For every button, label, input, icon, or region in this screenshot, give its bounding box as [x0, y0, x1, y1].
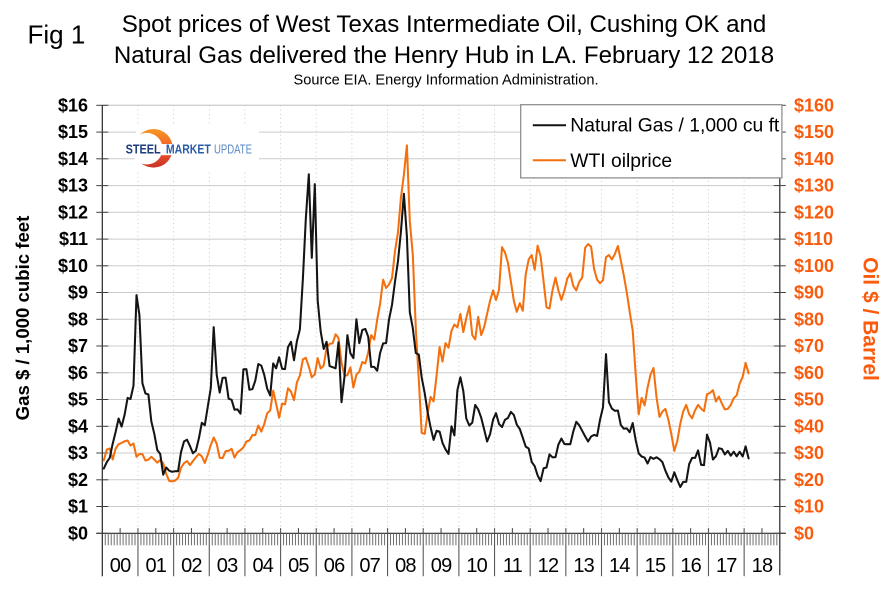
svg-text:$50: $50 [794, 390, 824, 410]
svg-text:$160: $160 [794, 95, 834, 115]
svg-text:15: 15 [645, 555, 666, 577]
svg-text:$8: $8 [68, 309, 88, 329]
svg-text:$130: $130 [794, 176, 834, 196]
svg-text:$30: $30 [794, 443, 824, 463]
svg-text:$150: $150 [794, 122, 834, 142]
svg-text:$13: $13 [58, 176, 88, 196]
svg-text:$140: $140 [794, 149, 834, 169]
svg-text:11: 11 [503, 555, 523, 577]
svg-text:00: 00 [110, 555, 131, 577]
svg-text:$9: $9 [68, 283, 88, 303]
svg-text:STEEL: STEEL [126, 141, 161, 156]
svg-text:$100: $100 [794, 256, 834, 276]
svg-text:$4: $4 [68, 416, 88, 436]
svg-text:01: 01 [145, 555, 166, 577]
svg-text:$15: $15 [58, 122, 88, 142]
svg-text:17: 17 [716, 555, 737, 577]
svg-text:$16: $16 [58, 95, 88, 115]
svg-text:05: 05 [288, 555, 309, 577]
svg-text:Fig 1: Fig 1 [28, 20, 86, 50]
svg-text:MARKET: MARKET [166, 141, 211, 156]
svg-text:$90: $90 [794, 283, 824, 303]
svg-text:02: 02 [181, 555, 202, 577]
svg-text:10: 10 [466, 555, 487, 577]
svg-text:$3: $3 [68, 443, 88, 463]
svg-text:$0: $0 [68, 523, 88, 543]
svg-text:14: 14 [609, 555, 630, 577]
svg-text:$0: $0 [794, 523, 814, 543]
svg-text:$5: $5 [68, 390, 88, 410]
svg-text:06: 06 [324, 555, 345, 577]
svg-text:$60: $60 [794, 363, 824, 383]
svg-text:$20: $20 [794, 470, 824, 490]
svg-text:07: 07 [359, 555, 380, 577]
svg-text:Oil $ / Barrel: Oil $ / Barrel [859, 257, 882, 381]
svg-text:$70: $70 [794, 336, 824, 356]
svg-text:$10: $10 [794, 497, 824, 517]
svg-text:$12: $12 [58, 202, 88, 222]
svg-text:WTI oilprice: WTI oilprice [570, 151, 672, 172]
svg-text:Natural Gas / 1,000 cu ft: Natural Gas / 1,000 cu ft [570, 115, 780, 136]
svg-text:$40: $40 [794, 416, 824, 436]
svg-text:$1: $1 [68, 497, 88, 517]
svg-text:$6: $6 [68, 363, 88, 383]
svg-text:03: 03 [217, 555, 238, 577]
svg-text:08: 08 [395, 555, 416, 577]
svg-text:18: 18 [752, 555, 773, 577]
svg-text:$2: $2 [68, 470, 88, 490]
svg-text:$80: $80 [794, 309, 824, 329]
svg-text:12: 12 [538, 555, 559, 577]
svg-text:$10: $10 [58, 256, 88, 276]
svg-text:13: 13 [573, 555, 594, 577]
svg-text:16: 16 [680, 555, 701, 577]
svg-text:Gas $ / 1,000 cubic feet: Gas $ / 1,000 cubic feet [12, 216, 33, 421]
svg-text:$7: $7 [68, 336, 88, 356]
svg-text:Spot prices of West Texas Inte: Spot prices of West Texas Intermediate O… [122, 11, 767, 38]
svg-text:Natural Gas delivered the Henr: Natural Gas delivered the Henry Hub in L… [114, 42, 774, 69]
svg-text:09: 09 [431, 555, 452, 577]
svg-text:$120: $120 [794, 202, 834, 222]
svg-text:$11: $11 [59, 229, 88, 249]
svg-text:UPDATE: UPDATE [214, 141, 252, 156]
svg-text:$14: $14 [58, 149, 88, 169]
svg-text:Source EIA. Energy Information: Source EIA. Energy Information Administr… [294, 73, 599, 89]
svg-text:$110: $110 [794, 229, 833, 249]
svg-text:04: 04 [252, 555, 273, 577]
